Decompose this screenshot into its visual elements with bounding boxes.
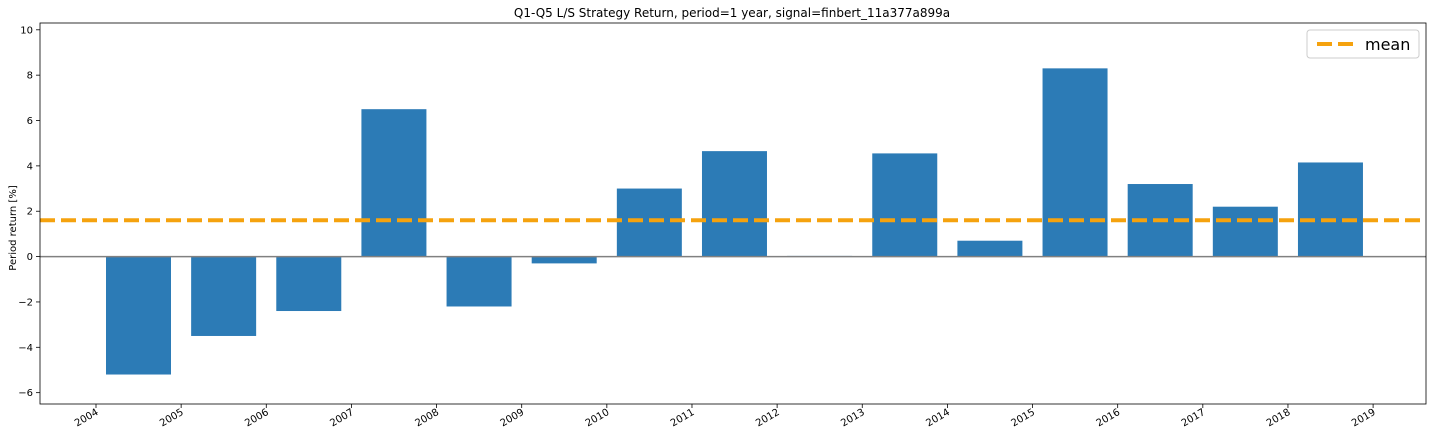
y-axis-label: Period return [%]	[8, 185, 19, 271]
bar-2006	[276, 256, 342, 312]
bar-2008	[446, 256, 512, 307]
x-tick-label-2009: 2009	[499, 407, 527, 429]
bar-2011	[701, 151, 767, 257]
y-tick-label--2: −2	[18, 297, 33, 308]
x-tick-label-2013: 2013	[839, 407, 867, 429]
y-tick-label-10: 10	[20, 25, 33, 36]
chart-title: Q1-Q5 L/S Strategy Return, period=1 year…	[514, 6, 950, 20]
y-tick-label-0: 0	[27, 252, 33, 263]
bar-2017	[1212, 206, 1278, 257]
y-tick-label--4: −4	[18, 343, 33, 354]
x-tick-label-2006: 2006	[243, 407, 271, 429]
x-tick-label-2018: 2018	[1265, 407, 1293, 429]
x-tick-label-2004: 2004	[73, 407, 101, 429]
bar-2010	[616, 188, 682, 257]
x-tick-label-2007: 2007	[328, 407, 356, 429]
x-tick-label-2016: 2016	[1095, 407, 1123, 429]
x-tick-label-2014: 2014	[924, 407, 952, 429]
x-tick-label-2010: 2010	[584, 407, 612, 429]
x-tick-label-2008: 2008	[414, 407, 442, 429]
x-tick-label-2011: 2011	[669, 407, 697, 429]
x-tick-label-2012: 2012	[754, 407, 782, 429]
bar-2014	[957, 240, 1023, 257]
x-tick-label-2017: 2017	[1180, 407, 1208, 429]
bar-2013	[872, 153, 938, 257]
x-tick-label-2019: 2019	[1350, 407, 1378, 429]
bar-2009	[531, 256, 597, 264]
bar-2015	[1042, 68, 1108, 257]
bar-2018	[1297, 162, 1363, 257]
y-tick-label-8: 8	[27, 71, 33, 82]
y-tick-label-2: 2	[27, 207, 33, 218]
y-tick-label-4: 4	[27, 161, 33, 172]
bar-2004	[106, 256, 171, 375]
plot-frame	[39, 22, 1427, 405]
y-tick-label--6: −6	[18, 388, 33, 399]
x-tick-label-2005: 2005	[158, 407, 186, 429]
x-tick-label-2015: 2015	[1009, 407, 1037, 429]
legend-mean-label: mean	[1365, 35, 1410, 54]
bar-2007	[361, 109, 427, 257]
y-tick-label-6: 6	[27, 116, 33, 127]
plot-area: −6 −4 −2 0 2 4 6 8 10 2004 2005 2006 2007 2008 2009 201…	[18, 22, 1427, 429]
bar-2005	[191, 256, 257, 336]
legend-box	[1306, 29, 1420, 59]
